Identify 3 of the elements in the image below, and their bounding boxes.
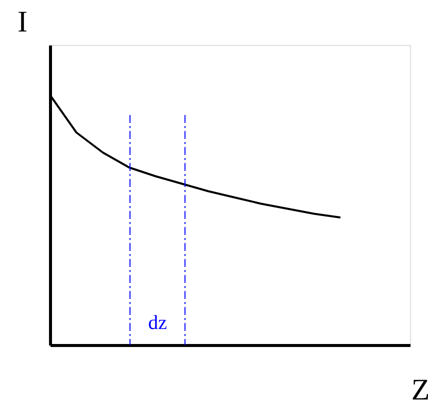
annotation: dz	[148, 312, 168, 334]
x-axis-title: Z	[411, 374, 428, 406]
y-axis-title: I	[18, 6, 28, 38]
